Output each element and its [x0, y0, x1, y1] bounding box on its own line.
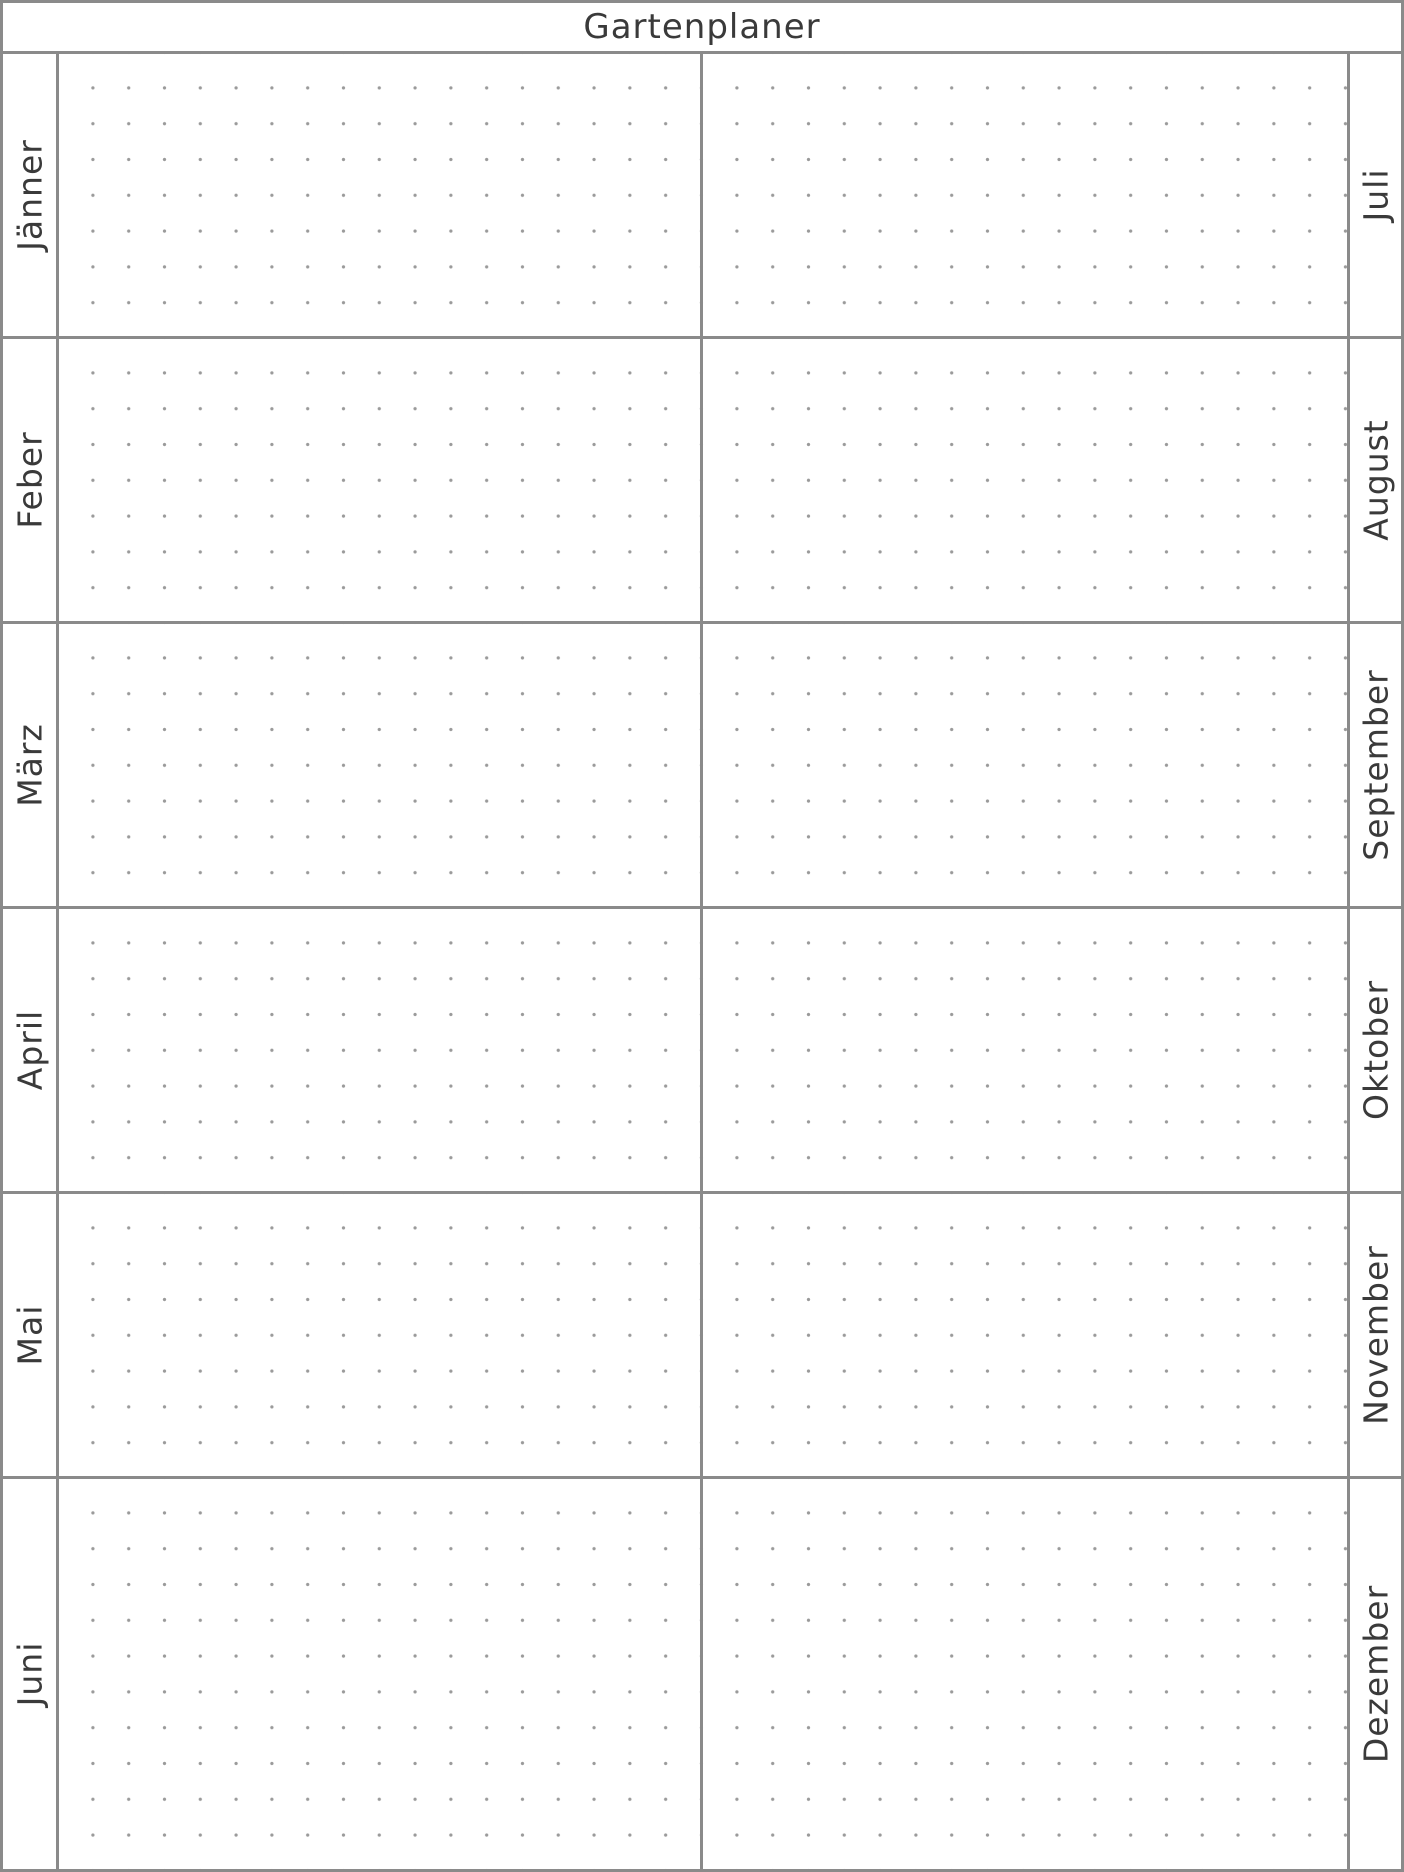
month-name: Jänner — [10, 139, 49, 251]
month-label-left: Juni — [3, 1479, 59, 1869]
month-label-left: März — [3, 624, 59, 909]
month-label-left: Feber — [3, 339, 59, 624]
dot-grid-area[interactable] — [59, 1479, 703, 1869]
month-label-right: Juli — [1347, 54, 1401, 339]
dot-grid-area[interactable] — [703, 339, 1347, 624]
month-label-right: Oktober — [1347, 909, 1401, 1194]
month-name: April — [10, 1009, 49, 1091]
month-name: Juli — [1356, 168, 1395, 222]
dot-grid-area[interactable] — [703, 54, 1347, 339]
month-label-right: November — [1347, 1194, 1401, 1479]
dot-grid-area[interactable] — [59, 909, 703, 1194]
month-label-right: September — [1347, 624, 1401, 909]
month-name: September — [1356, 669, 1395, 861]
dot-grid-area[interactable] — [703, 909, 1347, 1194]
month-label-left: Jänner — [3, 54, 59, 339]
dot-grid-area[interactable] — [703, 1194, 1347, 1479]
dot-grid-area[interactable] — [703, 624, 1347, 909]
month-name: März — [10, 723, 49, 807]
month-name: August — [1356, 419, 1395, 541]
month-name: Dezember — [1356, 1584, 1395, 1764]
dot-grid-area[interactable] — [59, 339, 703, 624]
dot-grid-area[interactable] — [59, 1194, 703, 1479]
dot-grid-area[interactable] — [59, 624, 703, 909]
month-name: Oktober — [1356, 979, 1395, 1121]
month-label-left: April — [3, 909, 59, 1194]
page-title: Gartenplaner — [583, 7, 821, 47]
month-name: Mai — [10, 1304, 49, 1366]
month-name: Juni — [10, 1641, 49, 1707]
month-name: November — [1356, 1245, 1395, 1425]
dot-grid-area[interactable] — [59, 54, 703, 339]
dot-grid-area[interactable] — [703, 1479, 1347, 1869]
month-label-right: Dezember — [1347, 1479, 1401, 1869]
month-name: Feber — [10, 431, 49, 529]
month-label-left: Mai — [3, 1194, 59, 1479]
month-label-right: August — [1347, 339, 1401, 624]
title-bar: Gartenplaner — [3, 3, 1401, 54]
month-grid: Jänner Juli Feber August März September … — [3, 54, 1401, 1869]
